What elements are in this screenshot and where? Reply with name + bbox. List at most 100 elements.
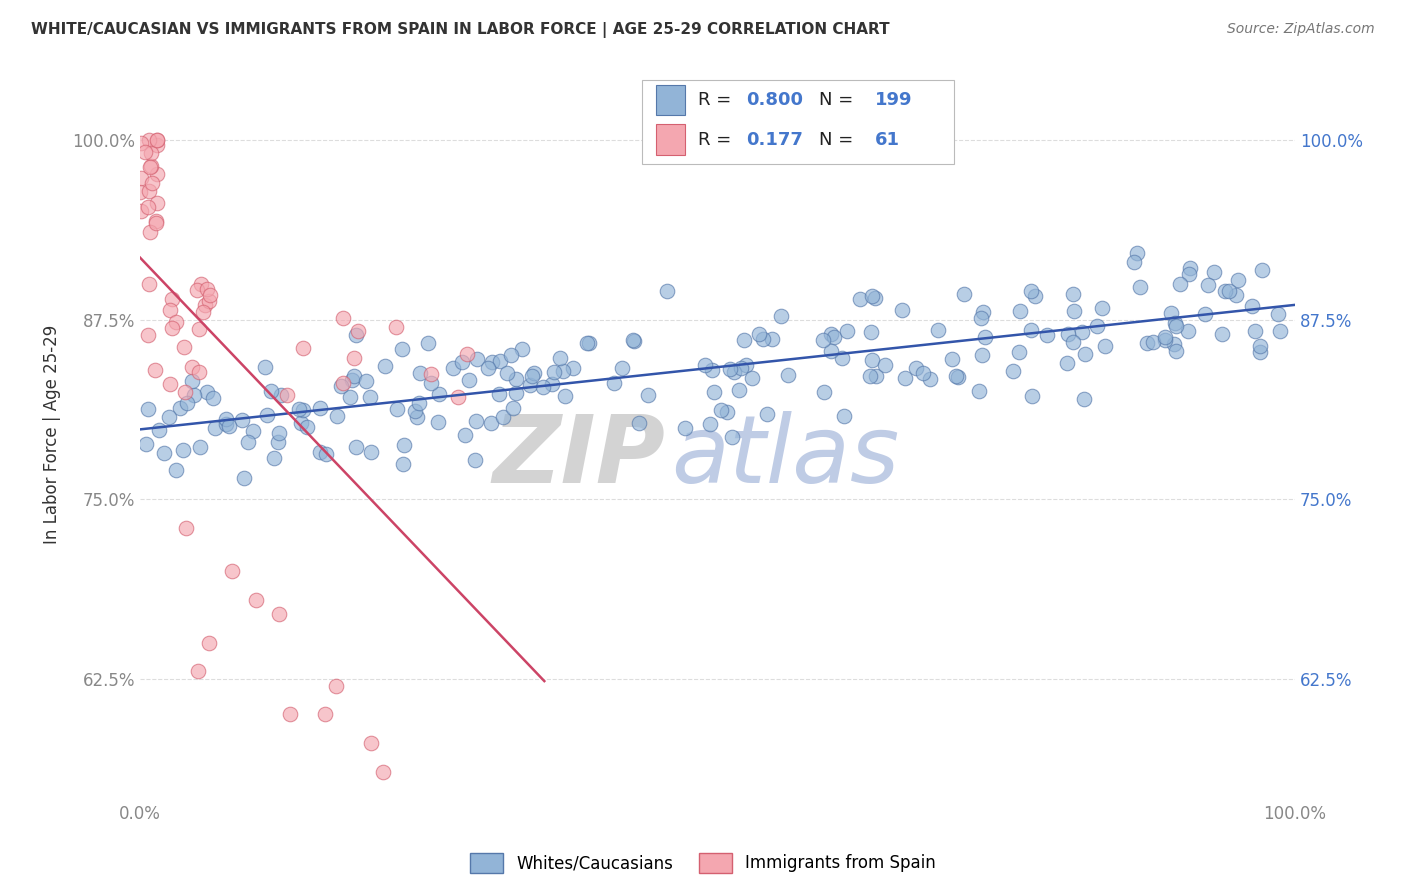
Point [823,330,845,344]
Point [905,361,928,376]
Point [309,444,332,458]
Point [385,320,408,334]
Point [359,390,381,404]
Point [181,360,204,375]
Point [621,334,644,348]
Point [1090,301,1112,316]
Point [267,425,290,440]
Point [1008,304,1031,318]
Point [755,408,778,422]
Point [1126,246,1149,260]
Point [730,361,752,376]
Point [1180,260,1202,275]
Point [1163,337,1185,351]
Point [139,146,162,161]
Text: 199: 199 [875,91,912,109]
Point [427,386,450,401]
Point [1249,344,1271,359]
Point [145,213,167,227]
Point [531,380,554,394]
Point [489,354,512,368]
Point [346,324,368,338]
Point [221,564,243,578]
Point [946,370,969,384]
Point [510,342,533,356]
Point [832,409,855,423]
Point [699,417,721,431]
Point [748,327,770,342]
Point [263,450,285,465]
Point [297,420,319,434]
Legend: Whites/Caucasians, Immigrants from Spain: Whites/Caucasians, Immigrants from Spain [464,847,942,880]
Point [1160,305,1182,319]
Point [138,226,160,240]
Point [741,371,763,385]
Point [720,430,742,444]
Point [343,351,366,366]
Point [190,277,212,291]
Point [148,423,170,437]
Point [145,363,167,377]
Point [1240,299,1263,313]
Point [492,410,515,425]
Point [496,367,519,381]
Point [1123,255,1146,269]
Point [911,366,934,380]
Point [502,401,524,415]
Point [1249,339,1271,353]
Point [718,361,741,376]
Point [197,294,219,309]
Point [419,376,441,391]
Point [139,160,162,174]
Point [253,359,276,374]
Point [1019,284,1042,298]
Point [627,417,650,431]
Point [162,293,184,307]
Point [139,159,162,173]
Point [752,332,775,346]
Point [256,408,278,422]
Point [129,185,152,199]
Point [1085,318,1108,333]
Point [505,372,527,386]
Point [1268,324,1291,338]
Point [1202,265,1225,279]
Point [332,310,354,325]
Point [941,352,963,367]
Point [233,470,256,484]
Point [129,203,152,218]
Point [863,291,886,305]
Point [315,446,337,460]
Point [288,401,311,416]
Point [173,340,195,354]
Point [456,346,478,360]
Text: R =: R = [697,91,737,109]
Point [360,736,382,750]
Point [1177,324,1199,338]
Point [520,368,543,383]
Point [138,133,160,147]
Point [169,401,191,415]
Point [405,410,427,425]
Point [1073,392,1095,406]
Point [145,216,167,230]
Point [575,335,598,350]
Point [927,323,949,337]
Point [499,348,522,362]
Point [554,389,576,403]
Point [330,378,353,392]
Point [467,351,489,366]
Point [700,363,723,377]
Point [290,416,312,430]
Point [974,330,997,344]
Point [1225,288,1247,302]
Point [891,303,914,318]
Point [1166,319,1188,334]
Point [1008,344,1031,359]
Point [186,283,208,297]
Point [204,421,226,435]
Point [270,388,292,402]
Point [408,396,430,410]
Point [183,388,205,402]
Point [165,314,187,328]
